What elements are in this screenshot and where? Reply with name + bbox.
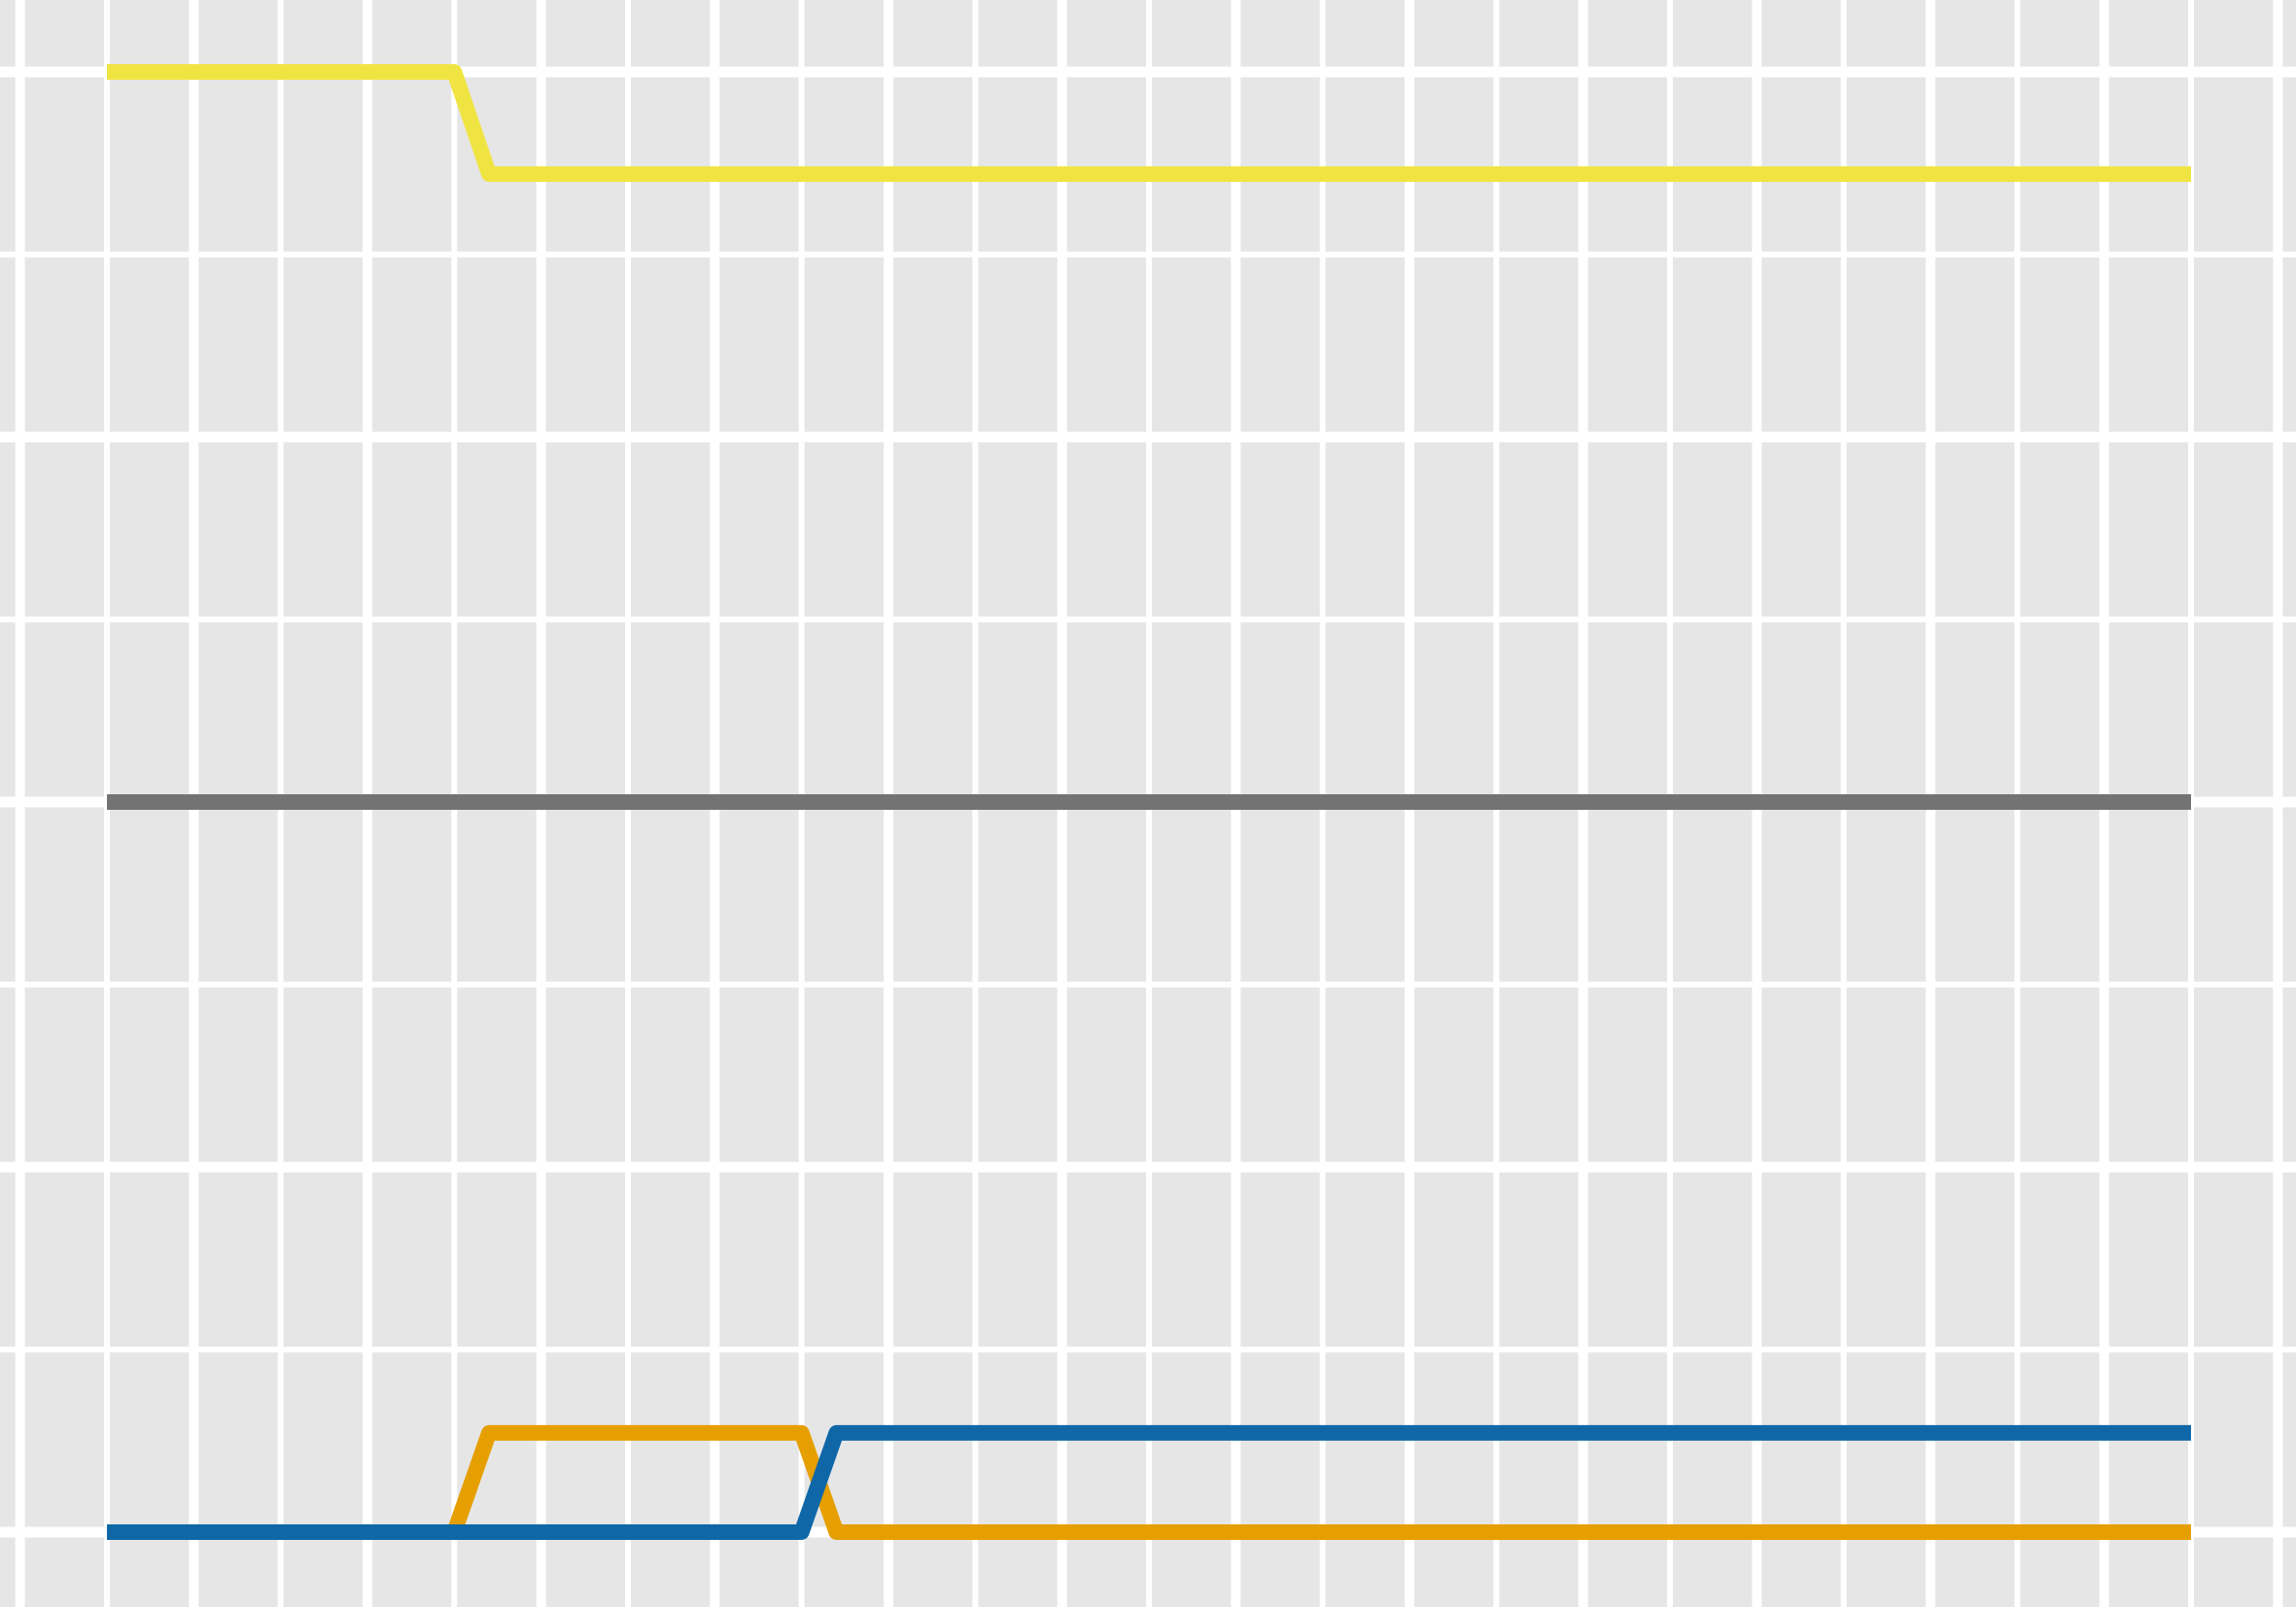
series-line-1 bbox=[107, 64, 2191, 183]
series-lines bbox=[107, 64, 2191, 1540]
series-line-4 bbox=[107, 1424, 2191, 1540]
